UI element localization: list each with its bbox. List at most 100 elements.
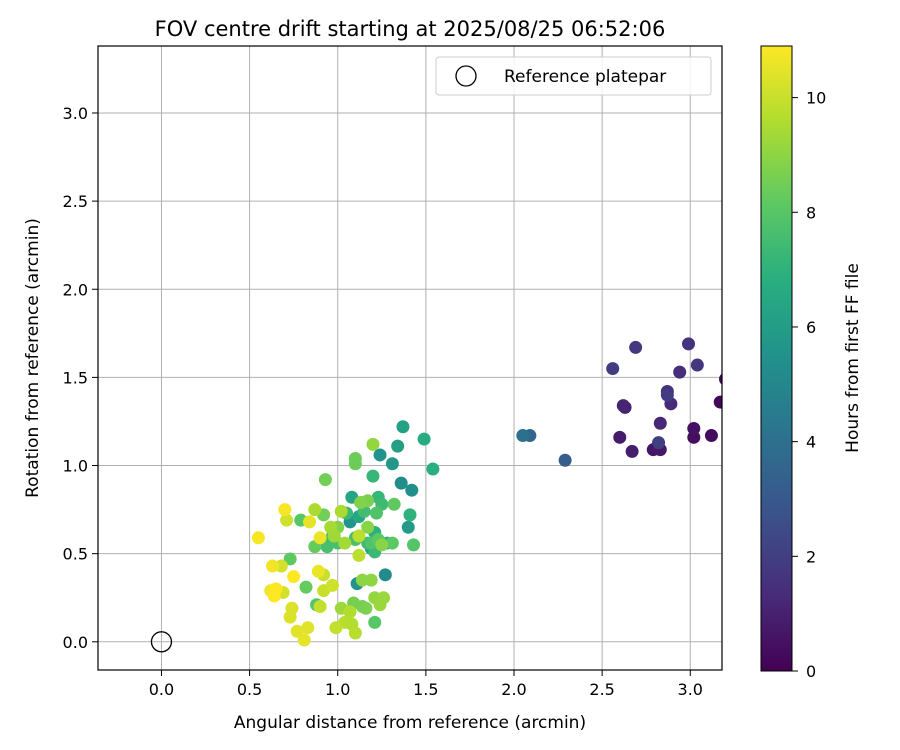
data-point [366, 437, 380, 451]
y-axis-ticks: 0.0 0.5 1.0 1.5 2.0 2.5 3.0 [63, 104, 98, 652]
colorbar-tick-label: 2 [806, 547, 816, 566]
data-point [325, 578, 339, 592]
y-tick-label: 2.0 [63, 280, 88, 299]
data-point [377, 591, 391, 605]
y-tick-label: 3.0 [63, 104, 88, 123]
x-tick-label: 0.0 [149, 680, 174, 699]
data-point [690, 358, 704, 372]
data-point [407, 538, 421, 552]
data-point [318, 473, 332, 487]
colorbar-tick-label: 10 [806, 89, 826, 108]
data-point [704, 429, 718, 443]
data-point [385, 457, 399, 471]
data-point [343, 605, 357, 619]
data-point [378, 568, 392, 582]
data-point [370, 506, 384, 520]
data-point [673, 365, 687, 379]
data-point [368, 615, 382, 629]
legend-box [435, 56, 712, 96]
data-point [361, 520, 375, 534]
data-point [287, 570, 301, 584]
legend-entry-label: Reference platepar [504, 67, 666, 87]
data-point [311, 564, 325, 578]
data-point [629, 340, 643, 354]
data-point [352, 548, 366, 562]
x-tick-label: 1.5 [413, 680, 438, 699]
x-tick-label: 2.5 [589, 680, 614, 699]
data-point [280, 513, 294, 527]
data-point [713, 395, 722, 409]
data-point [719, 373, 722, 385]
x-axis-label: Angular distance from reference (arcmin) [234, 713, 586, 733]
data-point [269, 582, 283, 596]
colorbar-label: Hours from first FF file [843, 263, 863, 453]
data-point [352, 529, 366, 543]
data-point [299, 580, 313, 594]
colorbar-gradient [760, 45, 793, 672]
data-point [283, 552, 297, 566]
data-point [320, 540, 334, 554]
data-point [308, 503, 322, 517]
data-point [278, 503, 292, 517]
legend: Reference platepar [435, 56, 712, 96]
data-point [405, 483, 419, 497]
data-point [354, 496, 368, 510]
y-tick-label: 0.5 [63, 545, 88, 564]
data-point [652, 436, 666, 450]
colorbar: 0 2 4 6 8 10 Hours from first FF file [760, 45, 863, 681]
data-point [653, 416, 667, 430]
data-point [401, 520, 415, 534]
colorbar-tick-label: 6 [806, 318, 816, 337]
data-point [303, 515, 317, 529]
data-point [301, 621, 315, 635]
data-point [403, 508, 417, 522]
x-tick-label: 1.0 [325, 680, 350, 699]
data-points [251, 337, 722, 647]
data-point [251, 531, 265, 545]
data-point [613, 430, 627, 444]
data-point [387, 497, 401, 511]
colorbar-tick-label: 4 [806, 433, 816, 452]
data-point [426, 462, 440, 476]
grid-lines [98, 46, 722, 670]
data-point [417, 432, 431, 446]
data-point [516, 429, 530, 443]
data-point [364, 573, 378, 587]
x-axis-ticks: 0.0 0.5 1.0 1.5 2.0 2.5 3.0 [149, 670, 703, 699]
y-tick-label: 1.0 [63, 457, 88, 476]
data-point [385, 536, 399, 550]
data-point [375, 538, 389, 552]
data-point [391, 439, 405, 453]
data-point [359, 601, 373, 615]
x-tick-label: 2.0 [501, 680, 526, 699]
data-point [625, 444, 639, 458]
x-tick-label: 0.5 [237, 680, 262, 699]
colorbar-ticks: 0 2 4 6 8 10 [792, 89, 826, 681]
data-point [660, 388, 674, 402]
plot-area-frame [97, 45, 723, 671]
data-point [290, 624, 304, 638]
y-axis-label: Rotation from reference (arcmin) [23, 218, 43, 498]
x-tick-label: 3.0 [678, 680, 703, 699]
data-point [283, 610, 297, 624]
legend-reference-marker-icon [455, 65, 477, 87]
colorbar-tick-label: 0 [806, 662, 816, 681]
data-point [348, 457, 362, 471]
data-point [313, 600, 327, 614]
data-point [324, 520, 338, 534]
data-point [366, 469, 380, 483]
data-point [373, 448, 387, 462]
data-point [682, 337, 696, 351]
colorbar-tick-label: 8 [806, 203, 816, 222]
data-point [266, 559, 280, 573]
data-point [394, 476, 408, 490]
data-point [606, 362, 620, 376]
y-tick-label: 1.5 [63, 368, 88, 387]
data-point [338, 536, 352, 550]
reference-marker-layer [150, 631, 173, 653]
data-point [396, 420, 410, 434]
y-tick-label: 0.0 [63, 633, 88, 652]
chart-title: FOV centre drift starting at 2025/08/25 … [155, 17, 666, 41]
